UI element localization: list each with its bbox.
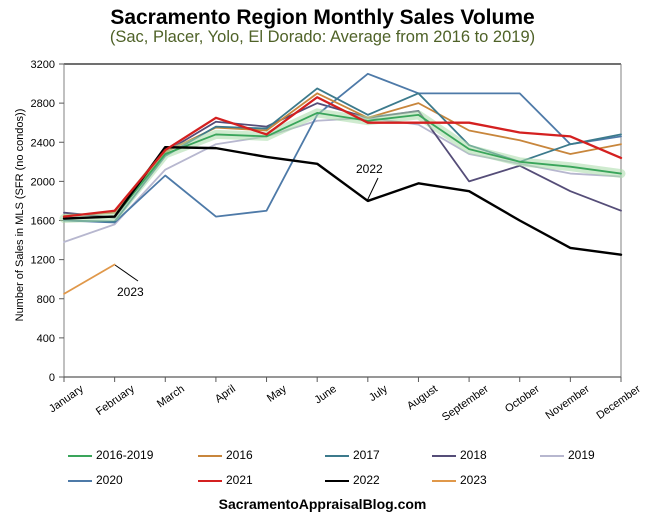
svg-text:800: 800: [37, 294, 55, 306]
svg-text:2800: 2800: [31, 98, 55, 110]
svg-text:400: 400: [37, 333, 55, 345]
svg-text:2400: 2400: [31, 137, 55, 149]
svg-text:2023: 2023: [117, 285, 144, 299]
svg-text:0: 0: [49, 372, 55, 384]
svg-text:2000: 2000: [31, 176, 55, 188]
svg-text:2022: 2022: [356, 162, 383, 176]
svg-text:1600: 1600: [31, 216, 55, 228]
svg-text:1200: 1200: [31, 255, 55, 267]
svg-text:3200: 3200: [31, 59, 55, 71]
